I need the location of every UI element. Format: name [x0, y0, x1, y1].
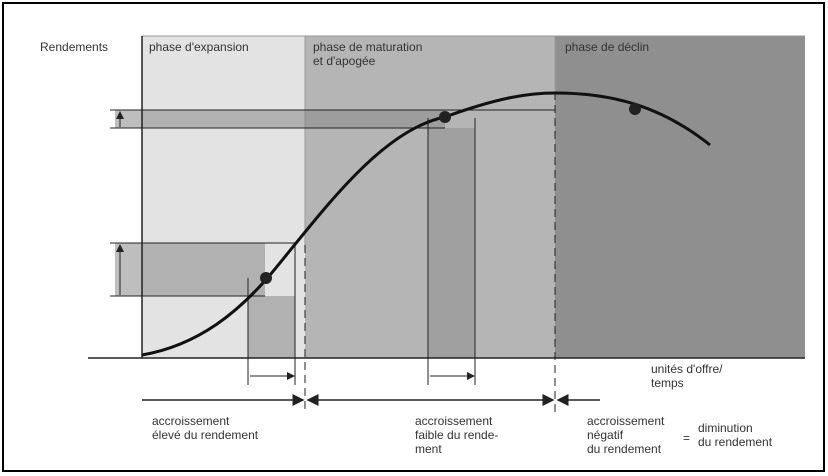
phase-label: et d'apogée — [313, 54, 376, 68]
point — [260, 272, 272, 284]
band — [248, 296, 295, 358]
guide-lines — [110, 109, 555, 385]
y-axis-label: Rendements — [40, 40, 108, 54]
phase-label: phase d'expansion — [149, 40, 249, 54]
phase-panel — [555, 36, 805, 358]
result-note: du rendement — [698, 435, 773, 449]
band — [428, 128, 475, 358]
note: élevé du rendement — [152, 428, 259, 442]
x-axis-label: temps — [651, 376, 684, 390]
point — [439, 111, 451, 123]
note: ment — [415, 442, 442, 456]
band — [115, 243, 265, 296]
x-axis-label: unités d'offre/ — [651, 362, 723, 376]
note: accroissement — [152, 414, 230, 428]
equals-sign: = — [683, 431, 690, 445]
yield-curve — [141, 91, 711, 357]
result-note: diminution — [698, 421, 753, 435]
note: faible du rende- — [415, 428, 498, 442]
band — [115, 110, 445, 128]
note: accroissement — [415, 414, 493, 428]
point — [629, 103, 641, 115]
phase-panel — [305, 36, 555, 358]
note: négatif — [587, 428, 624, 442]
note: accroissement — [587, 414, 665, 428]
phase-label: phase de maturation — [313, 40, 422, 54]
phase-label: phase de déclin — [565, 40, 649, 54]
note: du rendement — [587, 442, 662, 456]
